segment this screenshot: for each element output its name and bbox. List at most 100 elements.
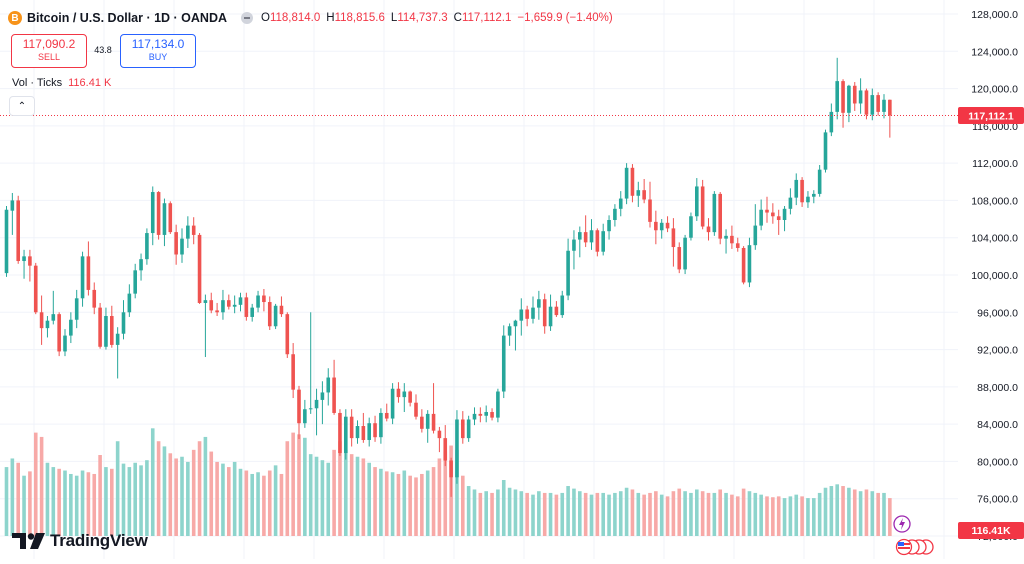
volume-bar [554, 494, 559, 536]
tradingview-logo[interactable]: TradingView [12, 529, 148, 553]
candle-body [279, 305, 284, 315]
volume-bar [724, 492, 728, 536]
candle [812, 190, 816, 204]
candle-body [4, 209, 9, 274]
candle-body [496, 391, 500, 418]
candle [110, 305, 114, 348]
volume-bar [589, 494, 594, 536]
volume-bar [69, 473, 73, 536]
candle-body [186, 225, 190, 239]
candle-body [92, 289, 97, 308]
candle [232, 295, 237, 314]
candle [285, 312, 290, 358]
candle-body [437, 430, 442, 439]
volume-bar [279, 473, 284, 536]
volume-bar [858, 491, 863, 536]
candle [174, 224, 178, 265]
buy-button[interactable]: 117,134.0 BUY [120, 34, 196, 68]
candle [215, 302, 219, 317]
candle [607, 215, 611, 240]
volume-bar [51, 467, 56, 536]
volume-bar [238, 468, 243, 536]
volume-bar [16, 462, 20, 536]
candle-body [338, 412, 342, 454]
candle [127, 284, 132, 317]
volume-bar [560, 492, 565, 536]
candle-body [841, 81, 845, 113]
volume-bar [595, 492, 600, 536]
candle-body [232, 304, 237, 307]
volume-bar [882, 492, 886, 536]
price-axis[interactable]: 128,000.0124,000.0120,000.0116,000.0112,… [971, 9, 1018, 543]
volume-bar [665, 496, 670, 536]
sell-button[interactable]: 117,090.2 SELL [11, 34, 87, 68]
volume-bar [659, 494, 664, 536]
price-tick-label: 84,000.0 [977, 419, 1018, 431]
volume-bar [4, 467, 9, 536]
volume-bar [215, 461, 219, 536]
candle [572, 230, 576, 270]
candle-body [332, 377, 336, 413]
candle-body [308, 408, 313, 410]
candle-body [531, 307, 535, 319]
candle-body [507, 326, 512, 336]
us-flag-event-icons[interactable] [895, 538, 934, 556]
candle-body [548, 306, 553, 327]
candle [209, 292, 214, 314]
lightning-icon[interactable] [893, 515, 911, 533]
volume-bar [262, 475, 266, 536]
candle [683, 234, 687, 275]
volume-bar [613, 492, 617, 536]
candle-body [607, 220, 611, 232]
candle-body [110, 316, 114, 345]
volume-bar [829, 486, 834, 536]
candle-body [390, 388, 395, 419]
volume-bar [303, 437, 307, 536]
candle-body [847, 85, 851, 113]
candle [10, 192, 15, 235]
candle [156, 191, 161, 240]
candle-body [455, 419, 459, 478]
volume-bar [250, 473, 254, 536]
candle [355, 420, 360, 444]
volume-bar [788, 496, 793, 536]
symbol-title[interactable]: Bitcoin / U.S. Dollar · 1D · OANDA [27, 11, 228, 25]
candle-body [197, 234, 202, 303]
volume-legend[interactable]: Vol · Ticks 116.41 K [12, 77, 111, 89]
candle-body [227, 300, 231, 307]
candle-body [601, 231, 605, 252]
price-change: −1,659.9 (−1.40%) [517, 12, 613, 24]
volume-bar [431, 467, 436, 536]
candle [186, 216, 190, 248]
price-candles [4, 57, 892, 497]
candle [180, 228, 184, 263]
candle-body [724, 235, 728, 239]
candle [589, 219, 594, 250]
volume-bar [115, 441, 120, 536]
candle-body [414, 402, 418, 417]
candle [689, 212, 693, 241]
volume-bar [730, 494, 734, 536]
symbol-header[interactable]: B Bitcoin / U.S. Dollar · 1D · OANDA O11… [8, 8, 613, 28]
candle [841, 79, 845, 128]
candle-body [133, 270, 137, 294]
candle-body [800, 179, 804, 203]
candle [121, 300, 126, 340]
candle-body [396, 388, 401, 398]
volume-bar [186, 461, 190, 536]
candle-body [706, 226, 711, 233]
market-status-icon[interactable] [241, 12, 254, 24]
candle-body [566, 250, 570, 296]
candle [759, 199, 763, 231]
volume-bar [636, 492, 641, 536]
candle [677, 242, 682, 274]
candle [396, 382, 401, 403]
collapse-legend-button[interactable]: ⌃ [9, 96, 35, 116]
candle [513, 319, 518, 351]
candle [431, 383, 436, 434]
candle [823, 129, 828, 173]
candle-body [168, 203, 173, 233]
candle-body [747, 245, 752, 283]
